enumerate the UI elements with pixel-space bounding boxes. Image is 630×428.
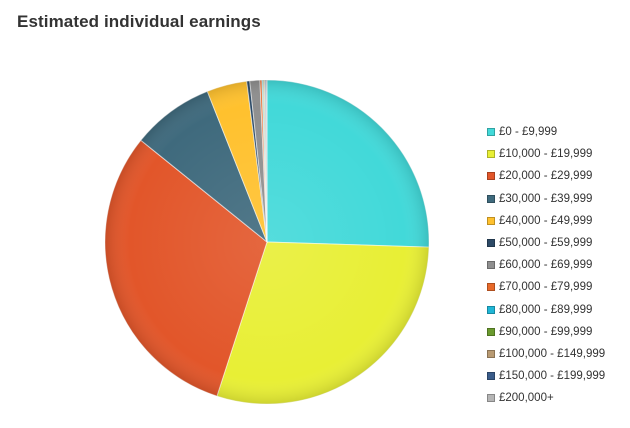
legend-swatch xyxy=(487,216,495,225)
legend-item: £10,000 - £19,999 xyxy=(487,143,605,165)
pie-slices xyxy=(104,79,430,405)
legend-label: £10,000 - £19,999 xyxy=(499,148,593,161)
legend-item: £40,000 - £49,999 xyxy=(487,210,605,232)
legend-label: £150,000 - £199,999 xyxy=(499,370,606,383)
legend-label: £50,000 - £59,999 xyxy=(499,237,593,250)
legend-item: £150,000 - £199,999 xyxy=(487,365,605,387)
pie-slice-0 xyxy=(266,79,430,248)
legend-item: £100,000 - £149,999 xyxy=(487,343,605,365)
legend-label: £0 - £9,999 xyxy=(499,126,558,139)
legend-swatch xyxy=(487,128,495,137)
legend-swatch xyxy=(487,372,495,381)
legend-label: £200,000+ xyxy=(499,392,554,405)
legend-item: £20,000 - £29,999 xyxy=(487,165,605,187)
legend-swatch xyxy=(487,305,495,314)
legend-swatch xyxy=(487,327,495,336)
legend-item: £60,000 - £69,999 xyxy=(487,254,605,276)
legend-swatch xyxy=(487,283,495,292)
legend-swatch xyxy=(487,194,495,203)
legend-label: £30,000 - £39,999 xyxy=(499,192,593,205)
legend-swatch xyxy=(487,394,495,403)
legend-label: £60,000 - £69,999 xyxy=(499,259,593,272)
legend-swatch xyxy=(487,261,495,270)
legend-swatch xyxy=(487,239,495,248)
legend-item: £0 - £9,999 xyxy=(487,121,605,143)
legend-item: £30,000 - £39,999 xyxy=(487,188,605,210)
chart-title: Estimated individual earnings xyxy=(17,12,261,31)
legend-label: £80,000 - £89,999 xyxy=(499,303,593,316)
legend-swatch xyxy=(487,172,495,181)
legend-item: £90,000 - £99,999 xyxy=(487,321,605,343)
legend-swatch xyxy=(487,349,495,358)
legend-item: £70,000 - £79,999 xyxy=(487,276,605,298)
legend-label: £20,000 - £29,999 xyxy=(499,170,593,183)
legend-swatch xyxy=(487,150,495,159)
legend-label: £90,000 - £99,999 xyxy=(499,325,593,338)
legend-label: £40,000 - £49,999 xyxy=(499,214,593,227)
legend: £0 - £9,999 £10,000 - £19,999 £20,000 - £2… xyxy=(487,121,605,409)
legend-item: £80,000 - £89,999 xyxy=(487,299,605,321)
legend-item: £50,000 - £59,999 xyxy=(487,232,605,254)
legend-item: £200,000+ xyxy=(487,387,605,409)
legend-label: £100,000 - £149,999 xyxy=(499,347,606,360)
legend-label: £70,000 - £79,999 xyxy=(499,281,593,294)
